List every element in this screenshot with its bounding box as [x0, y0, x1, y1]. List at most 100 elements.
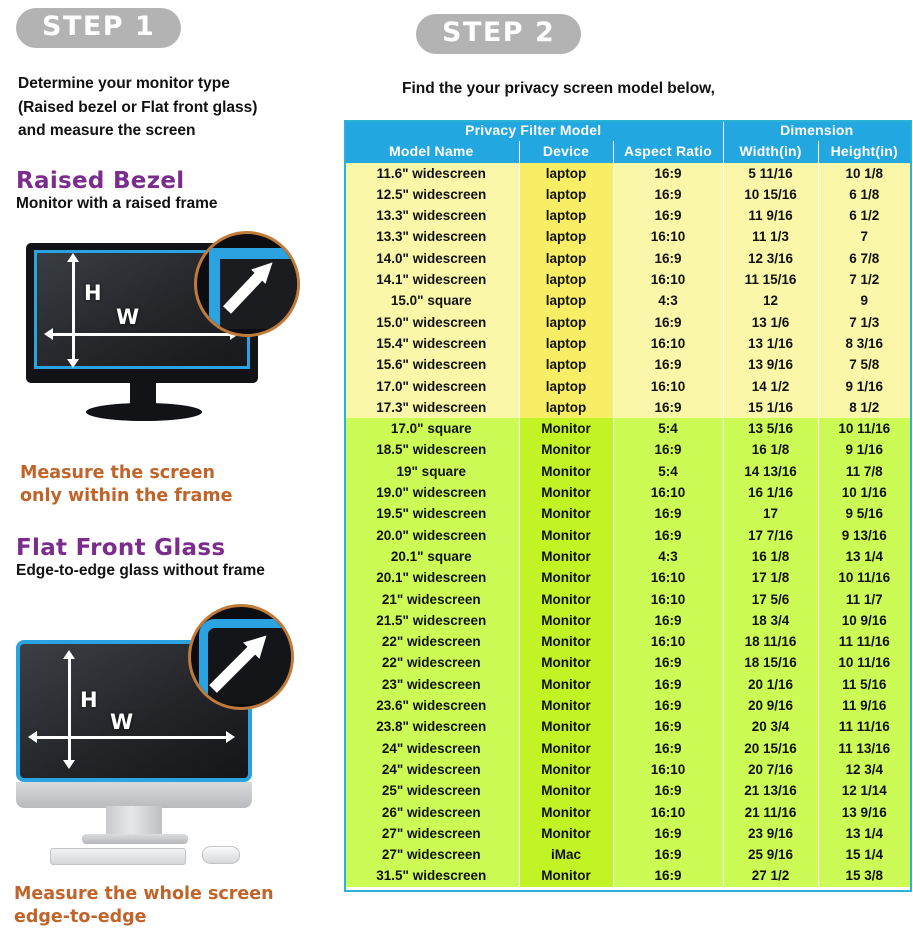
model-cell: 15.0" square: [344, 290, 520, 312]
width-arrow-tip-left: [28, 731, 37, 743]
device-cell: laptop: [519, 247, 614, 270]
width-cell: 13 1/6: [723, 311, 819, 333]
device-cell: laptop: [519, 332, 614, 355]
height-cell: 10 11/16: [818, 652, 910, 674]
raised-bezel-heading: Raised Bezel: [16, 168, 185, 194]
width-cell: 17: [723, 503, 819, 525]
width-arrow-tip-right: [226, 731, 235, 743]
model-cell: 26" widescreen: [344, 801, 520, 823]
aspect-cell: 16:9: [613, 609, 724, 632]
table-row: 23.8" widescreen Monitor 16:9 20 3/4 11 11/1…: [344, 716, 910, 738]
model-cell: 13.3" widescreen: [344, 205, 520, 227]
model-cell: 24" widescreen: [344, 758, 520, 781]
height-arrow-tip-down: [63, 760, 75, 769]
model-cell: 14.0" widescreen: [344, 247, 520, 270]
device-cell: laptop: [519, 396, 614, 419]
width-cell: 13 5/16: [723, 418, 819, 440]
device-cell: Monitor: [519, 524, 614, 546]
model-cell: 18.5" widescreen: [344, 439, 520, 461]
device-cell: Monitor: [519, 439, 614, 461]
width-cell: 17 1/8: [723, 567, 819, 589]
aspect-cell: 16:9: [613, 865, 724, 887]
aspect-cell: 16:10: [613, 226, 724, 248]
device-cell: Monitor: [519, 695, 614, 717]
aspect-cell: 5:4: [613, 460, 724, 483]
table-row: 21.5" widescreen Monitor 16:9 18 3/4 10 9/16: [344, 609, 910, 632]
table-row: 11.6" widescreen laptop 16:9 5 11/16 10 1/8: [344, 162, 910, 184]
flat-glass-heading: Flat Front Glass: [16, 535, 226, 561]
height-cell: 10 11/16: [818, 418, 910, 440]
device-cell: laptop: [519, 354, 614, 376]
device-cell: Monitor: [519, 482, 614, 504]
height-label: H: [84, 281, 102, 305]
device-cell: Monitor: [519, 631, 614, 653]
model-cell: 21.5" widescreen: [344, 609, 520, 632]
height-cell: 7 5/8: [818, 354, 910, 376]
height-cell: 11 9/16: [818, 695, 910, 717]
raised-bezel-note: Measure the screen only within the frame: [20, 463, 233, 507]
table-row: 23" widescreen Monitor 16:9 20 1/16 11 5/16: [344, 673, 910, 696]
device-cell: Monitor: [519, 588, 614, 610]
model-cell: 27" widescreen: [344, 844, 520, 866]
table-row: 19" square Monitor 5:4 14 13/16 11 7/8: [344, 460, 910, 483]
height-cell: 11 7/8: [818, 460, 910, 483]
model-cell: 15.6" widescreen: [344, 354, 520, 376]
aspect-cell: 16:9: [613, 439, 724, 461]
table-row: 15.6" widescreen laptop 16:9 13 9/16 7 5/8: [344, 354, 910, 376]
table-row: 20.1" square Monitor 4:3 16 1/8 13 1/4: [344, 545, 910, 568]
model-cell: 20.1" widescreen: [344, 567, 520, 589]
aspect-cell: 16:9: [613, 844, 724, 866]
flat-corner-magnifier: [188, 604, 294, 710]
table-row: 13.3" widescreen laptop 16:10 11 1/3 7: [344, 226, 910, 248]
height-cell: 11 11/16: [818, 631, 910, 653]
aspect-cell: 16:10: [613, 482, 724, 504]
width-cell: 16 1/8: [723, 545, 819, 568]
flat-glass-subheading: Edge-to-edge glass without frame: [16, 562, 265, 579]
table-row: 14.0" widescreen laptop 16:9 12 3/16 6 7/8: [344, 247, 910, 270]
aspect-cell: 16:9: [613, 695, 724, 717]
table-row: 15.0" widescreen laptop 16:9 13 1/6 7 1/3: [344, 311, 910, 333]
model-cell: 17.0" square: [344, 418, 520, 440]
monitor-stand-base: [86, 403, 202, 421]
device-cell: laptop: [519, 375, 614, 397]
table-row: 17.3" widescreen laptop 16:9 15 1/16 8 1/2: [344, 396, 910, 419]
width-cell: 15 1/16: [723, 396, 819, 419]
height-cell: 15 1/4: [818, 844, 910, 866]
model-cell: 23" widescreen: [344, 673, 520, 696]
width-cell: 21 13/16: [723, 780, 819, 802]
height-cell: 6 1/8: [818, 183, 910, 206]
device-cell: Monitor: [519, 822, 614, 845]
bezel-corner-magnifier: [194, 231, 300, 337]
table-row: 22" widescreen Monitor 16:9 18 15/16 10 11/1…: [344, 652, 910, 674]
table-row: 25" widescreen Monitor 16:9 21 13/16 12 1/14: [344, 780, 910, 802]
width-cell: 12 3/16: [723, 247, 819, 270]
model-cell: 15.4" widescreen: [344, 332, 520, 355]
device-cell: laptop: [519, 162, 614, 184]
height-cell: 9 13/16: [818, 524, 910, 546]
width-label: W: [110, 710, 134, 734]
device-cell: iMac: [519, 844, 614, 866]
table-row: 26" widescreen Monitor 16:10 21 11/16 13 9/1…: [344, 801, 910, 823]
height-cell: 12 3/4: [818, 758, 910, 781]
bezel-measure-arrow-icon: [223, 262, 273, 314]
aspect-cell: 16:9: [613, 716, 724, 738]
mouse-illustration: [202, 846, 240, 864]
device-cell: laptop: [519, 183, 614, 206]
model-cell: 20.1" square: [344, 545, 520, 568]
aspect-cell: 16:10: [613, 567, 724, 589]
table-row: 17.0" widescreen laptop 16:10 14 1/2 9 1/16: [344, 375, 910, 397]
device-cell: laptop: [519, 226, 614, 248]
device-cell: Monitor: [519, 460, 614, 483]
device-cell: Monitor: [519, 503, 614, 525]
table-group-header-0: Privacy Filter Model: [344, 120, 724, 142]
height-cell: 10 9/16: [818, 609, 910, 632]
model-cell: 15.0" widescreen: [344, 311, 520, 333]
device-cell: Monitor: [519, 801, 614, 823]
height-cell: 11 1/7: [818, 588, 910, 610]
height-cell: 13 1/4: [818, 545, 910, 568]
step2-description: Find the your privacy screen model below…: [402, 80, 715, 97]
model-cell: 22" widescreen: [344, 631, 520, 653]
width-label: W: [116, 305, 140, 329]
width-cell: 20 9/16: [723, 695, 819, 717]
device-cell: Monitor: [519, 418, 614, 440]
